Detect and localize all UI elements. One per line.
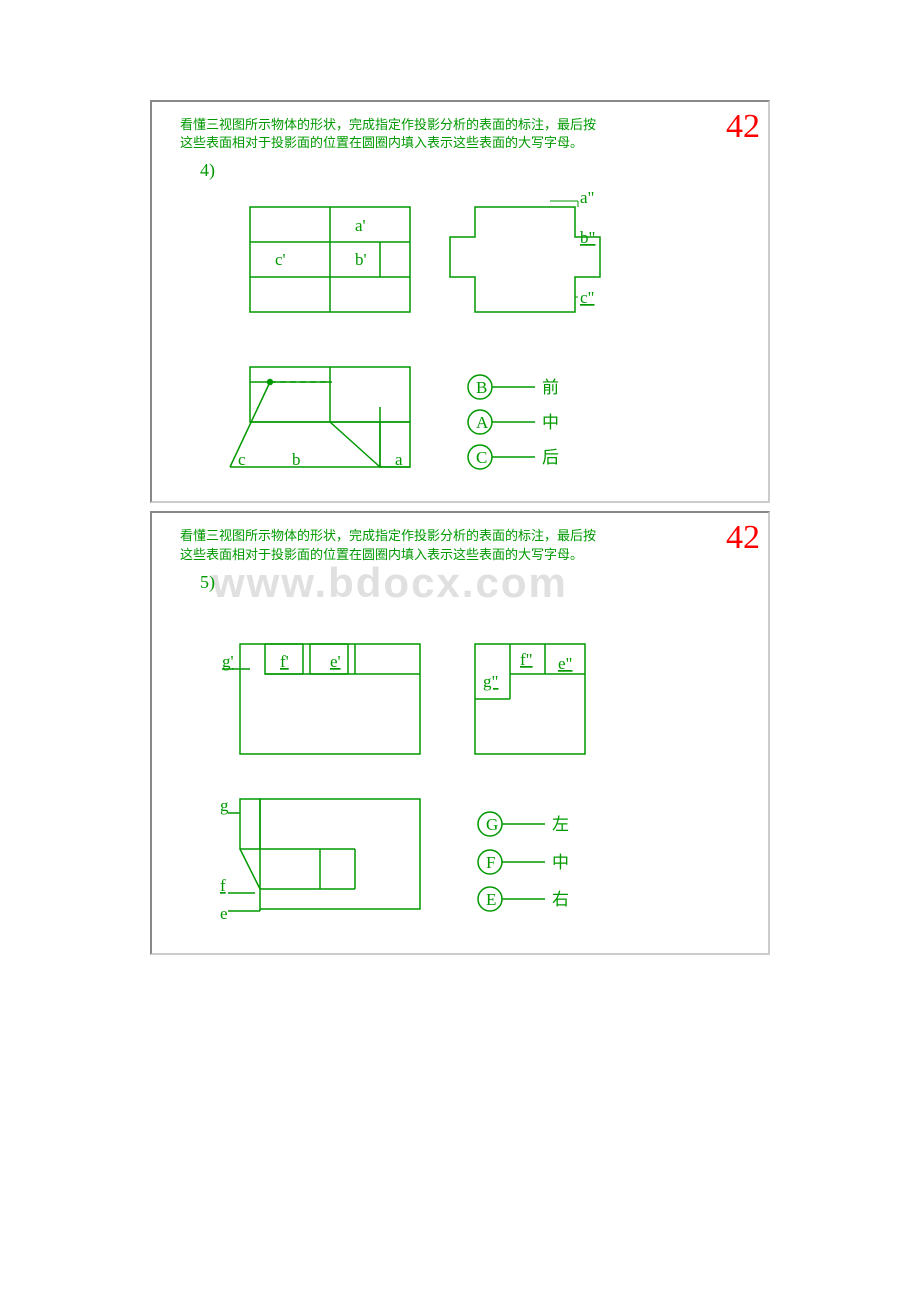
- label-c-dprime: c": [580, 288, 595, 307]
- answer-label-C: 后: [542, 448, 559, 467]
- answer-label-G: 左: [552, 815, 569, 834]
- label-e-prime: e': [330, 652, 341, 671]
- answers-5: G 左 F 中 E: [478, 812, 569, 911]
- answer-letter-G: G: [486, 815, 498, 834]
- item-number-5: 5): [200, 572, 750, 593]
- answer-letter-A: A: [476, 413, 489, 432]
- label-f: f: [220, 876, 226, 895]
- label-f-dprime: f": [520, 650, 533, 669]
- side-view-4: a" b" c": [450, 188, 600, 312]
- label-c: c: [238, 450, 246, 469]
- label-e: e: [220, 904, 228, 923]
- panel-4: 42 看懂三视图所示物体的形状，完成指定作投影分析的表面的标注，最后按 这些表面…: [150, 100, 770, 503]
- answer-row-B: B 前: [468, 375, 559, 399]
- answer-label-F: 中: [552, 853, 569, 872]
- front-view-5: g' f' e': [222, 644, 420, 754]
- label-b-dprime: b": [580, 228, 595, 247]
- top-view-5: g f e: [220, 796, 420, 923]
- side-view-5: g" f" e": [475, 644, 585, 754]
- label-a-dprime: a": [580, 188, 595, 207]
- label-g-prime: g': [222, 652, 234, 671]
- answer-row-G: G 左: [478, 812, 569, 836]
- answer-letter-B: B: [476, 378, 487, 397]
- answer-row-E: E 右: [478, 887, 569, 911]
- item-number-4: 4): [200, 160, 750, 181]
- answers-4: B 前 A 中 C: [468, 375, 559, 469]
- instruction-line-1: 看懂三视图所示物体的形状，完成指定作投影分析的表面的标注，最后按: [180, 116, 750, 134]
- instruction-line-1: 看懂三视图所示物体的形状，完成指定作投影分析的表面的标注，最后按: [180, 527, 750, 545]
- instruction-line-2: 这些表面相对于投影面的位置在圆圈内填入表示这些表面的大写字母。: [180, 134, 750, 152]
- label-e-dprime: e": [558, 654, 573, 673]
- instruction-line-2: 这些表面相对于投影面的位置在圆圈内填入表示这些表面的大写字母。: [180, 546, 750, 564]
- label-c-prime: c': [275, 250, 286, 269]
- label-b: b: [292, 450, 301, 469]
- page-container: 42 看懂三视图所示物体的形状，完成指定作投影分析的表面的标注，最后按 这些表面…: [0, 0, 920, 1163]
- answer-label-E: 右: [552, 890, 569, 909]
- label-b-prime: b': [355, 250, 367, 269]
- label-g: g: [220, 796, 229, 815]
- answer-label-A: 中: [542, 413, 559, 432]
- top-view-4: c b a: [230, 367, 410, 469]
- label-f-prime: f': [280, 652, 289, 671]
- label-g-dprime: g": [483, 672, 498, 691]
- front-view-4: a' c' b': [250, 207, 410, 312]
- answer-letter-F: F: [486, 853, 495, 872]
- answer-label-B: 前: [542, 378, 559, 397]
- answer-row-C: C 后: [468, 445, 559, 469]
- answer-row-F: F 中: [478, 850, 569, 874]
- label-a: a: [395, 450, 403, 469]
- diagram-5-svg: g' f' e' g" f" e": [180, 599, 720, 939]
- answer-letter-C: C: [476, 448, 487, 467]
- answer-row-A: A 中: [468, 410, 559, 434]
- label-a-prime: a': [355, 216, 366, 235]
- diagram-4-svg: a' c' b' a" b" c": [180, 187, 720, 487]
- answer-letter-E: E: [486, 890, 496, 909]
- panel-5: www.bdocx.com 42 看懂三视图所示物体的形状，完成指定作投影分析的…: [150, 511, 770, 954]
